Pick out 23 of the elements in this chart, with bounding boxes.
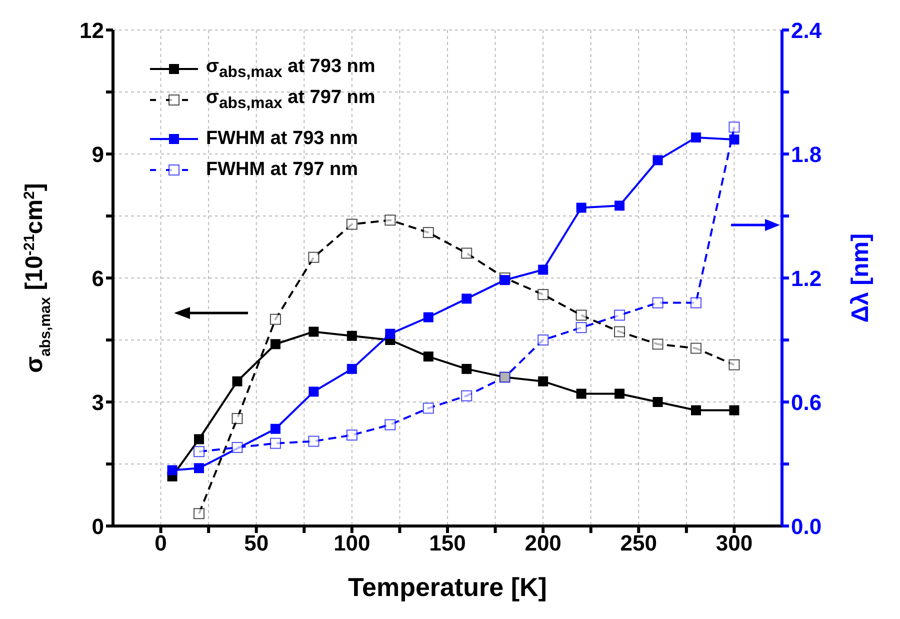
y-tick-label: 12 [80,18,104,43]
x-tick-label: 200 [524,530,562,556]
x-tick-label: 250 [620,530,657,556]
x-axis-title: Temperature [K] [348,572,547,602]
y2-tick-label: 0.0 [791,514,822,539]
y-tick-label: 0 [92,514,104,539]
y-tick-label: 9 [92,142,104,167]
y2-tick-label: 1.8 [791,142,822,167]
legend-label: σ$_{abs,max}$ at 793 nm [206,56,376,82]
y2-tick-label: 2.4 [791,18,822,43]
y-tick-label: 3 [92,390,104,415]
x-tick-label: 150 [429,530,466,556]
x-tick-label: 100 [334,530,370,556]
y-tick-label: 6 [92,266,104,291]
legend-label: FWHM at 797 nm [206,158,358,180]
y2-axis-title: Δλ [nm] [847,233,874,323]
x-tick-label: 50 [244,530,269,556]
x-tick-label: 0 [154,530,167,556]
x-tick-label: 300 [716,530,753,556]
legend-label: σ$_{abs,max}$ at 797 nm [206,86,376,112]
legend-label: FWHM at 793 nm [206,128,358,150]
y2-tick-label: 1.2 [791,266,822,291]
y2-tick-label: 0.6 [791,390,822,415]
